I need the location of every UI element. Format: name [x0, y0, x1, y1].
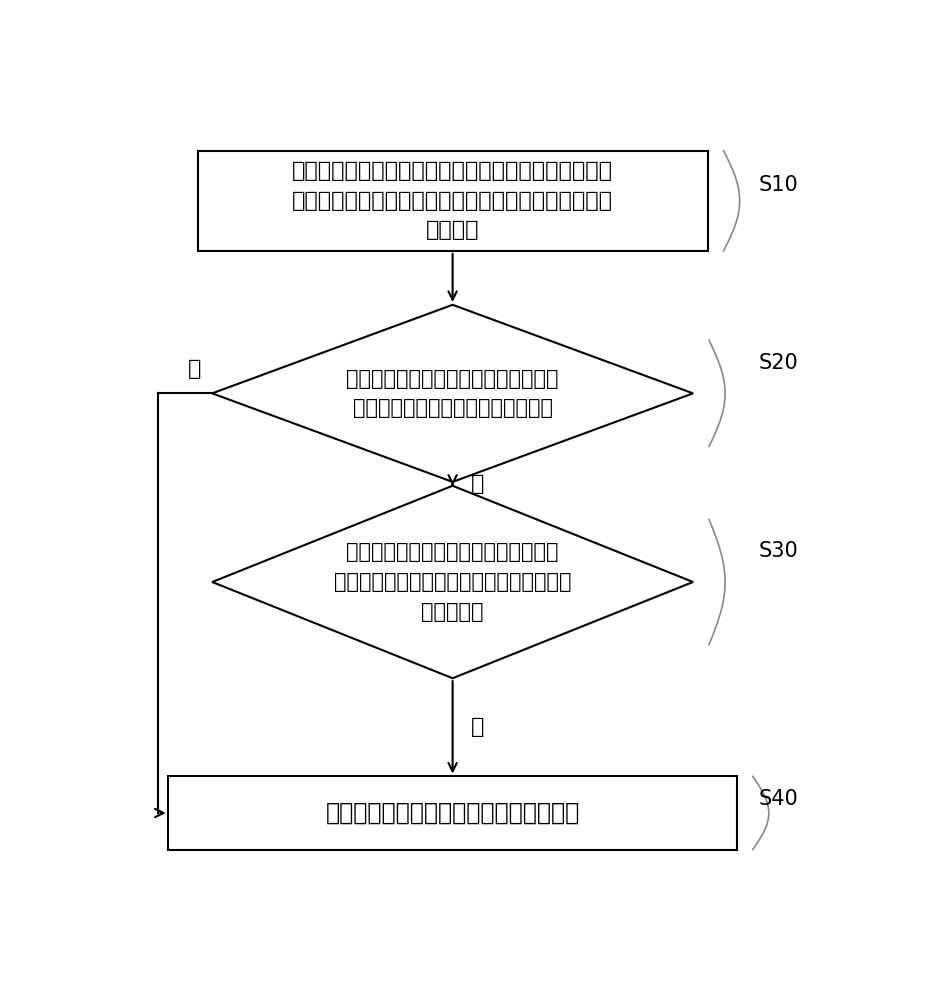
Text: 否: 否	[188, 359, 201, 379]
Text: 响应待分配设备发送的序列号设定请求，所述序列号设
定请求携带有所述待分配设备的设备标识码信息和附加
参数信息: 响应待分配设备发送的序列号设定请求，所述序列号设 定请求携带有所述待分配设备的设…	[292, 161, 613, 240]
Text: 是: 是	[471, 474, 484, 494]
Polygon shape	[212, 305, 693, 482]
Text: S10: S10	[759, 175, 798, 195]
Polygon shape	[212, 486, 693, 678]
FancyBboxPatch shape	[197, 151, 708, 251]
Text: 判断所述设备标识码信息与预设数据表
中的已存设备的标识码信息是否匹配: 判断所述设备标识码信息与预设数据表 中的已存设备的标识码信息是否匹配	[346, 369, 559, 418]
Text: 判断所述附加参数信息与所述设备标识
码信息相匹配的已存设备的附加验证参数信
息是否匹配: 判断所述附加参数信息与所述设备标识 码信息相匹配的已存设备的附加验证参数信 息是…	[334, 542, 572, 622]
Text: S20: S20	[759, 353, 798, 373]
Text: S30: S30	[759, 541, 798, 561]
Text: 否: 否	[471, 717, 484, 737]
FancyBboxPatch shape	[168, 776, 737, 850]
Text: S40: S40	[759, 789, 798, 809]
Text: 设定与所述待分配设备对应的设备序列号: 设定与所述待分配设备对应的设备序列号	[325, 801, 580, 825]
